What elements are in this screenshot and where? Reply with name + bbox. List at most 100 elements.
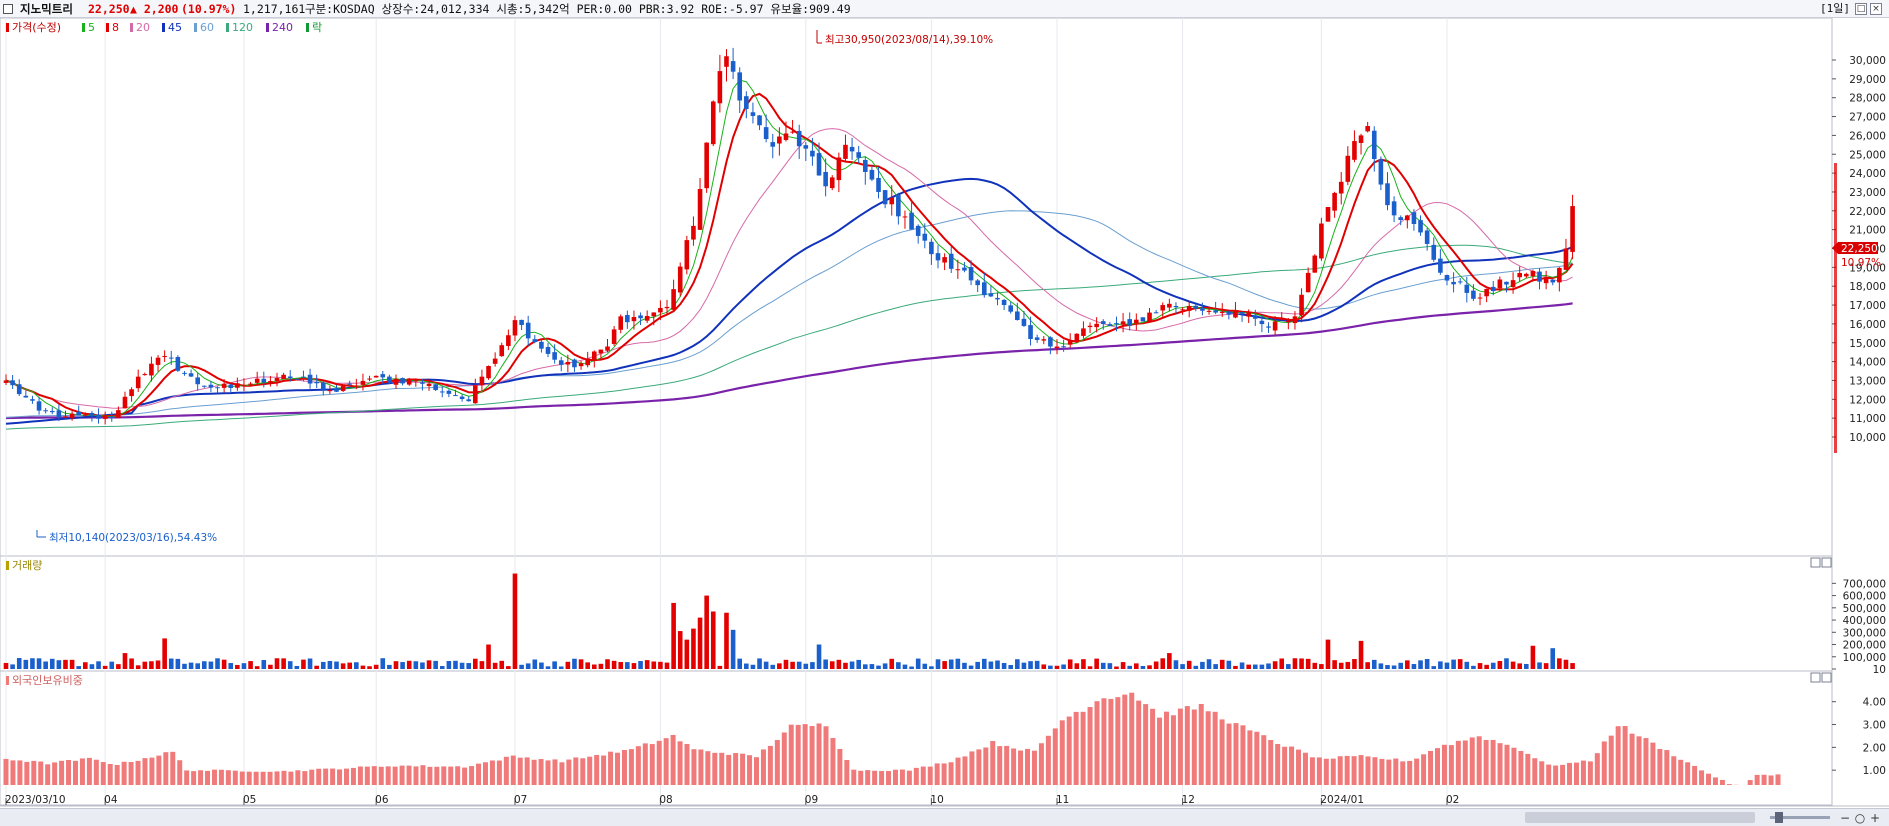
candle-body-51 <box>340 386 346 391</box>
high-label: 최고30,950(2023/08/14),39.10% <box>825 34 993 46</box>
candle-body-4 <box>30 399 35 401</box>
foreign-close-icon[interactable] <box>1821 672 1832 683</box>
candle-body-47 <box>314 381 319 384</box>
volume-bar-223 <box>1477 663 1483 669</box>
volume-bar-128 <box>849 661 855 669</box>
volume-bar-30 <box>202 661 207 669</box>
foreign-bar-172 <box>1198 703 1204 785</box>
foreign-bar-63 <box>441 766 447 785</box>
last-price-marker <box>1832 242 1878 254</box>
volume-bar-207 <box>1371 659 1377 669</box>
candle-body-115 <box>763 127 769 140</box>
volume-bar-143 <box>948 659 954 669</box>
foreign-bar-119 <box>830 738 836 785</box>
chart-scrollbar[interactable]: − ○ + <box>0 808 1889 826</box>
foreign-bar-254 <box>1768 775 1774 785</box>
candle-body-161 <box>1067 340 1073 345</box>
candle-body-53 <box>354 385 359 387</box>
period-selector[interactable]: [1일] <box>1820 2 1850 15</box>
volume-bar-169 <box>1120 662 1126 669</box>
foreign-bar-52 <box>364 766 370 785</box>
foreign-bar-23 <box>163 752 169 785</box>
foreign-bar-70 <box>489 760 495 785</box>
foreign-maximize-icon[interactable] <box>1810 672 1821 683</box>
foreign-bar-147 <box>1025 748 1031 785</box>
foreign-bar-99 <box>691 749 697 785</box>
candle-body-235 <box>1557 267 1562 283</box>
zoom-out-icon[interactable]: − <box>1839 811 1851 825</box>
foreign-bar-127 <box>886 771 892 785</box>
candle-body-17 <box>116 410 121 418</box>
volume-bar-133 <box>882 663 888 669</box>
candle-body-194 <box>1286 321 1291 323</box>
candle-body-213 <box>1411 212 1417 224</box>
foreign-bar-166 <box>1157 717 1163 785</box>
candle-body-66 <box>439 391 445 393</box>
ma-legend-swatch-0 <box>82 23 85 32</box>
foreign-bar-205 <box>1428 750 1434 785</box>
volume-bar-195 <box>1292 658 1298 669</box>
foreign-bar-0 <box>3 758 9 785</box>
candle-body-103 <box>684 240 690 270</box>
candle-body-226 <box>1497 279 1503 289</box>
volume-bar-49 <box>327 661 333 669</box>
foreign-bar-76 <box>531 759 537 785</box>
candle-body-21 <box>142 374 148 376</box>
foreign-bar-47 <box>330 768 336 785</box>
candle-body-170 <box>1127 319 1132 326</box>
foreign-bar-239 <box>1664 750 1670 785</box>
close-icon[interactable]: × <box>1870 3 1882 15</box>
volume-bar-45 <box>301 659 306 669</box>
scroll-thumb[interactable] <box>1525 812 1755 823</box>
foreign-bar-131 <box>913 767 919 785</box>
volume-bar-124 <box>823 659 828 669</box>
foreign-bar-91 <box>635 746 641 785</box>
zoom-slider-track[interactable] <box>1770 816 1830 819</box>
candle-body-89 <box>591 351 597 361</box>
volume-bar-155 <box>1028 661 1033 669</box>
volume-bar-171 <box>1134 663 1139 669</box>
candle-body-49 <box>327 390 333 392</box>
select-checkbox[interactable] <box>3 4 13 14</box>
volume-bar-187 <box>1239 662 1245 669</box>
volume-maximize-icon[interactable] <box>1810 557 1821 568</box>
candle-body-101 <box>671 289 676 310</box>
volume-bar-184 <box>1219 659 1225 669</box>
volume-tick-label-3: 300,000 <box>1843 627 1886 639</box>
volume-bar-23 <box>155 660 161 669</box>
volume-bar-85 <box>565 661 571 669</box>
restore-icon[interactable]: □ <box>1855 3 1867 15</box>
foreign-bar-231 <box>1608 735 1614 785</box>
volume-bar-80 <box>532 659 538 669</box>
foreign-bar-140 <box>976 749 982 785</box>
foreign-bar-24 <box>170 751 176 785</box>
range-indicator <box>1834 163 1837 453</box>
zoom-reset-icon[interactable]: ○ <box>1854 811 1866 825</box>
foreign-bar-115 <box>802 724 808 785</box>
foreign-bar-51 <box>357 766 363 785</box>
candle-body-129 <box>856 152 861 158</box>
volume-close-icon[interactable] <box>1821 557 1832 568</box>
foreign-bar-121 <box>844 760 850 785</box>
ma-line-120 <box>5 244 1573 430</box>
zoom-in-icon[interactable]: + <box>1869 811 1881 825</box>
volume-tick-label-4: 400,000 <box>1843 615 1886 627</box>
candle-body-184 <box>1219 311 1225 313</box>
candle-body-78 <box>519 319 524 325</box>
zoom-slider-knob[interactable] <box>1775 812 1783 823</box>
price-tick-label-20: 30,000 <box>1849 55 1886 67</box>
foreign-bar-64 <box>448 766 454 785</box>
volume-bar-7 <box>49 658 55 669</box>
current-price: 22,250 <box>88 2 130 16</box>
candle-body-96 <box>638 315 643 319</box>
volume-bar-166 <box>1100 662 1106 669</box>
volume-bar-188 <box>1246 664 1251 669</box>
volume-bar-53 <box>354 662 359 669</box>
volume-bar-194 <box>1286 664 1291 669</box>
foreign-tick-label-3: 4.00 <box>1863 697 1886 709</box>
candle-body-111 <box>737 72 743 101</box>
foreign-bar-208 <box>1448 745 1454 785</box>
foreign-bar-238 <box>1657 748 1663 785</box>
foreign-bar-187 <box>1302 752 1308 785</box>
stock-chart[interactable]: 2023/03/10 04 05 06 07 08 09 10 11 12 2024/01 02 가격… <box>0 18 1889 808</box>
